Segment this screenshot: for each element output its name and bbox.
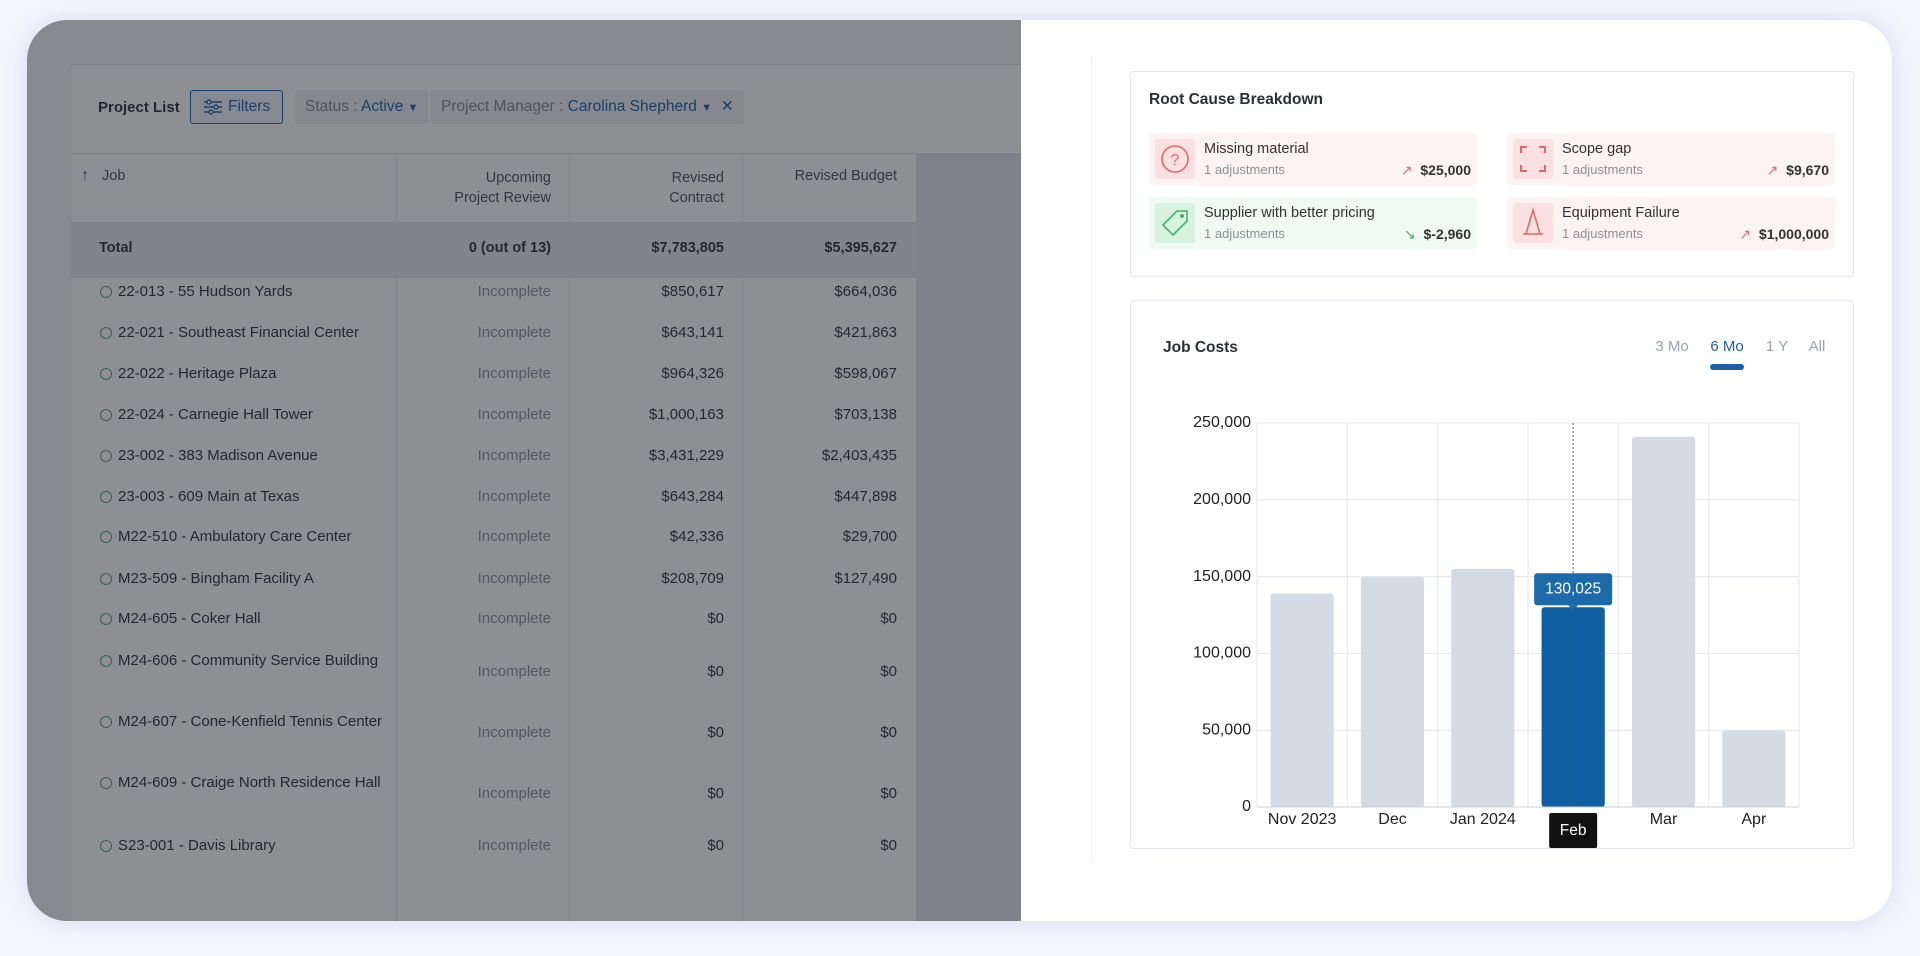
dim-overlay [27,20,1021,921]
root-cause-item: ? Missing material 1 adjustments ↗ $25,0… [1149,133,1477,185]
x-tick-label: Feb [1560,822,1587,839]
bar [1451,568,1515,807]
icon: ? [1155,139,1195,179]
panel-divider [1091,58,1092,861]
y-tick-label: 50,000 [1202,721,1251,738]
item-detail: 1 adjustments [1204,162,1285,177]
root-cause-item: Scope gap 1 adjustments ↗ $9,670 [1507,133,1835,185]
item-name: Scope gap [1562,141,1632,157]
item-name: Supplier with better pricing [1204,205,1375,221]
item-amount: ↗ $1,000,000 [1739,226,1829,242]
x-tick-label: Nov 2023 [1268,811,1337,828]
range-tab[interactable]: 1 Y [1766,338,1788,355]
item-amount: ↘ $-2,960 [1404,226,1471,242]
y-tick-label: 150,000 [1193,568,1251,585]
icon [1513,139,1553,179]
range-tab[interactable]: All [1809,338,1826,355]
range-tab[interactable]: 3 Mo [1655,338,1688,355]
x-tick-label: Apr [1741,811,1767,828]
amount: $-2,960 [1423,226,1471,242]
value-label: 130,025 [1545,580,1601,597]
root-cause-item: Equipment Failure 1 adjustments ↗ $1,000… [1507,197,1835,249]
bar [1360,576,1425,807]
x-tick-label: Jan 2024 [1450,811,1516,828]
root-cause-card: Root Cause Breakdown ? Missing material … [1130,71,1854,277]
item-amount: ↗ $9,670 [1766,162,1829,178]
amount: $9,670 [1786,162,1829,178]
x-tick-label: Mar [1650,811,1678,828]
root-cause-item: Supplier with better pricing 1 adjustmen… [1149,197,1477,249]
bar [1270,593,1334,807]
range-tab[interactable]: 6 Mo [1710,338,1743,355]
svg-text:?: ? [1171,152,1180,169]
item-name: Equipment Failure [1562,205,1680,221]
card-title: Root Cause Breakdown [1149,91,1323,108]
amount: $25,000 [1420,162,1471,178]
item-detail: 1 adjustments [1562,226,1643,241]
modal-frame: Project List Filters Status : Active ▼ P… [27,20,1892,921]
tab-underline [1710,364,1744,370]
y-tick-label: 100,000 [1193,645,1251,662]
tooltip-box [1534,573,1613,606]
icon [1513,203,1553,243]
item-name: Missing material [1204,141,1309,157]
icon [1155,203,1195,243]
y-tick-label: 0 [1242,798,1251,815]
item-detail: 1 adjustments [1204,226,1285,241]
job-costs-card: Job Costs 3 Mo 6 Mo 1 Y All 0 50,000 100,000 150… [1130,300,1854,849]
item-amount: ↗ $25,000 [1400,162,1471,178]
x-highlight-box [1549,813,1598,848]
y-tick-label: 200,000 [1193,491,1251,508]
item-detail: 1 adjustments [1562,162,1643,177]
y-tick-label: 250,000 [1193,414,1251,431]
chart: Job Costs 3 Mo 6 Mo 1 Y All 0 50,000 100,000 150… [1163,338,1826,848]
x-tick-label: Dec [1378,811,1406,828]
project-list-background: Project List Filters Status : Active ▼ P… [27,20,1021,921]
tooltip-pointer [1568,605,1579,611]
bar [1722,730,1786,807]
bar [1631,436,1696,807]
chart-title: Job Costs [1163,339,1238,356]
amount: $1,000,000 [1758,226,1829,242]
